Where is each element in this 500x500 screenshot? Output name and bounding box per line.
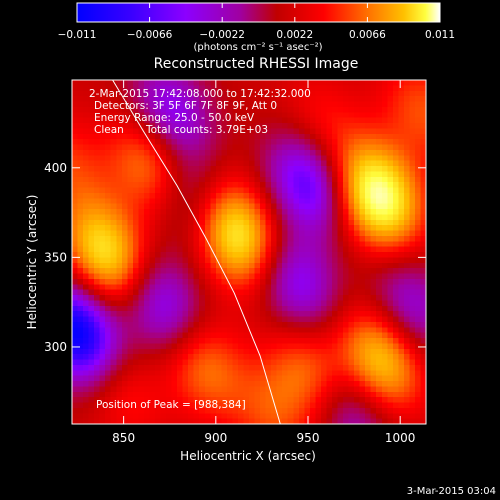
footer-date: 3-Mar-2015 03:04 [407,486,496,497]
colorbar-ticks: −0.011 −0.0066 −0.0022 0.0022 0.0066 0.011 [58,3,455,41]
solar-limb-line [112,80,281,424]
colorbar-tick-label: −0.0066 [127,29,173,41]
heatmap-image [72,80,426,424]
colorbar-gradient [76,2,441,23]
x-tick-label: 950 [297,431,320,445]
total-counts-annotation: Total counts: 3.79E+03 [145,124,268,136]
y-tick-label: 350 [44,250,67,264]
plot-area: 850 900 950 1000 300 350 400 [44,79,427,445]
x-axis-label: Heliocentric X (arcsec) [180,449,316,463]
info-overlay: 2-Mar-2015 17:42:08.000 to 17:42:32.000 … [89,88,311,411]
colorbar-tick-label: 0.0066 [349,29,386,41]
chart-title: Reconstructed RHESSI Image [154,56,359,72]
colorbar-tick-label: −0.011 [58,29,97,41]
colorbar-tick-label: 0.0022 [276,29,313,41]
x-axis-ticks: 850 900 950 1000 [112,80,415,445]
peak-position-annotation: Position of Peak = [988,384] [96,399,246,411]
x-tick-label: 1000 [385,431,416,445]
colorbar-label: (photons cm⁻² s⁻¹ asec⁻²) [193,42,322,53]
x-tick-label: 850 [112,431,135,445]
detectors-annotation: Detectors: 3F 5F 6F 7F 8F 9F, Att 0 [94,100,277,112]
y-tick-label: 400 [44,161,67,175]
energy-range-annotation: Energy Range: 25.0 - 50.0 keV [94,112,255,124]
plot-frame [71,79,427,425]
colorbar-tick-label: 0.011 [425,29,455,41]
colorbar: −0.011 −0.0066 −0.0022 0.0022 0.0066 0.011 (p… [58,2,455,53]
y-axis-label: Heliocentric Y (arcsec) [25,195,39,330]
time-range-annotation: 2-Mar-2015 17:42:08.000 to 17:42:32.000 [89,88,311,100]
y-axis-ticks: 300 350 400 [44,161,426,354]
colorbar-tick-label: −0.0022 [199,29,245,41]
x-tick-label: 900 [204,431,227,445]
y-tick-label: 300 [44,340,67,354]
clean-annotation: Clean [94,124,124,136]
